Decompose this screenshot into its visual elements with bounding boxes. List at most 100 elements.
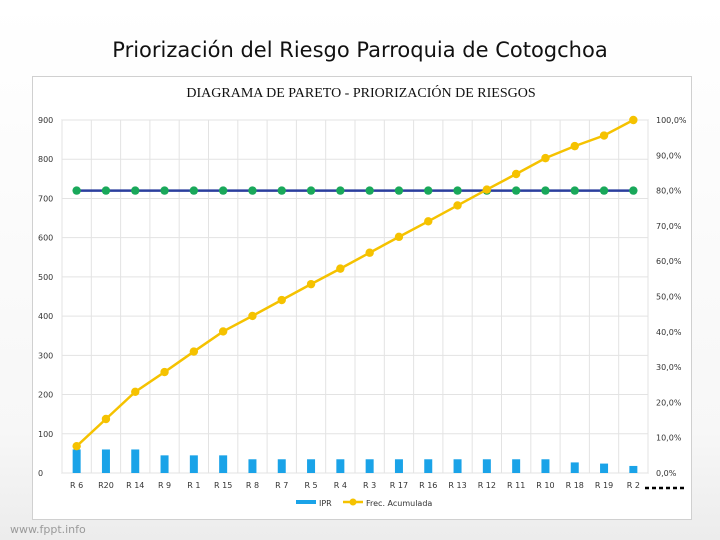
- bar: [248, 459, 257, 473]
- y-tick-label: 400: [38, 312, 53, 321]
- y2-tick-label: 50,0%: [656, 293, 682, 302]
- y-tick-label: 200: [38, 391, 53, 400]
- threshold-point: [424, 186, 433, 195]
- bar: [600, 463, 609, 473]
- threshold-point: [277, 186, 286, 195]
- threshold-point: [511, 186, 521, 195]
- cumulative-line: [75, 118, 634, 448]
- y2-tick-label: 10,0%: [656, 434, 682, 443]
- threshold-point: [306, 186, 316, 195]
- x-tick-label: R 9: [158, 481, 171, 490]
- cumulative-point: [218, 327, 228, 336]
- y2-tick-label: 80,0%: [656, 187, 682, 196]
- threshold-point: [160, 186, 169, 195]
- x-tick-label: R 13: [448, 481, 466, 490]
- x-tick-label: R 1: [187, 481, 200, 490]
- x-tick-label: R 15: [214, 481, 232, 490]
- y2-tick-label: 70,0%: [656, 222, 682, 231]
- x-tick-label: R 3: [363, 481, 376, 490]
- legend-label-ipr: IPR: [319, 499, 332, 508]
- bar: [512, 459, 521, 473]
- y2-tick-label: 90,0%: [656, 151, 682, 160]
- y-tick-label: 900: [38, 116, 53, 125]
- y2-tick-label: 30,0%: [656, 363, 682, 372]
- bar: [277, 459, 286, 473]
- chart-title: DIAGRAMA DE PARETO - PRIORIZACIÓN DE RIE…: [186, 86, 536, 101]
- x-tick-label: R 18: [566, 481, 584, 490]
- y2-tick-label: 60,0%: [656, 257, 682, 266]
- x-tick-label: R 4: [334, 481, 347, 490]
- x-tick-label: R 19: [595, 481, 613, 490]
- bar: [72, 449, 81, 473]
- threshold-point: [189, 186, 199, 195]
- cumulative-point: [277, 295, 286, 305]
- slide-title: Priorización del Riesgo Parroquia de Cot…: [112, 38, 608, 62]
- cumulative-point: [629, 115, 638, 125]
- cumulative-point: [394, 232, 404, 242]
- legend-label-cumulative: Frec. Acumulada: [366, 499, 432, 508]
- threshold-point: [629, 186, 638, 195]
- threshold-point: [131, 186, 140, 195]
- bar: [131, 449, 140, 473]
- cumulative-point: [424, 217, 433, 226]
- x-tick-label: R 12: [478, 481, 496, 490]
- bar: [453, 459, 462, 473]
- y-tick-label: 500: [38, 273, 53, 282]
- threshold-point: [541, 186, 550, 195]
- y-tick-label: 100: [38, 430, 53, 439]
- x-tick-label: R 16: [419, 481, 437, 490]
- cumulative-point: [570, 141, 579, 151]
- threshold-point: [365, 186, 374, 195]
- x-tick-label: R 5: [304, 481, 317, 490]
- cumulative-point: [482, 185, 492, 194]
- bar: [394, 459, 403, 473]
- x-tick-label: R 6: [70, 481, 83, 490]
- bar: [541, 459, 550, 473]
- x-tick-label: R 7: [275, 481, 288, 490]
- x-tick-label: R 8: [246, 481, 259, 490]
- x-tick-label: R 11: [507, 481, 525, 490]
- threshold-point: [599, 186, 609, 195]
- y2-tick-label: 0,0%: [656, 469, 677, 478]
- y-tick-label: 700: [38, 194, 53, 203]
- cumulative-point: [453, 201, 462, 210]
- threshold-point: [453, 186, 462, 195]
- bar: [629, 465, 638, 473]
- y2-tick-label: 20,0%: [656, 398, 682, 407]
- x-tick-label: R 10: [536, 481, 554, 490]
- threshold-point: [394, 186, 404, 195]
- cumulative-point: [72, 441, 81, 451]
- cumulative-point: [131, 387, 140, 397]
- bar: [219, 455, 228, 473]
- y-tick-label: 600: [38, 234, 53, 243]
- cumulative-point: [248, 311, 257, 321]
- threshold-point: [218, 186, 228, 195]
- threshold-point: [570, 186, 579, 195]
- bar: [189, 455, 198, 473]
- watermark: www.fppt.info: [10, 523, 86, 536]
- bar: [336, 459, 345, 473]
- cumulative-point: [541, 153, 550, 163]
- threshold-point: [336, 186, 345, 195]
- cumulative-point: [160, 367, 169, 377]
- cumulative-point: [511, 169, 521, 179]
- y-tick-label: 800: [38, 155, 53, 164]
- cumulative-point: [189, 347, 199, 356]
- legend-swatch-ipr: [296, 500, 316, 504]
- bar: [424, 459, 433, 473]
- y-tick-label: 0: [38, 469, 43, 478]
- y2-tick-label: 40,0%: [656, 328, 682, 337]
- bar: [570, 462, 579, 473]
- cumulative-point: [365, 248, 374, 257]
- x-tick-label: R 14: [126, 481, 144, 490]
- bar: [365, 459, 374, 473]
- cumulative-point: [306, 279, 316, 289]
- x-tick-label: R20: [98, 481, 114, 490]
- cumulative-point: [599, 131, 609, 140]
- x-tick-label: R 17: [390, 481, 408, 490]
- y-tick-label: 300: [38, 351, 53, 360]
- legend-marker-cumulative: [349, 498, 357, 506]
- bar: [101, 449, 110, 473]
- y2-tick-label: 100,0%: [656, 116, 687, 125]
